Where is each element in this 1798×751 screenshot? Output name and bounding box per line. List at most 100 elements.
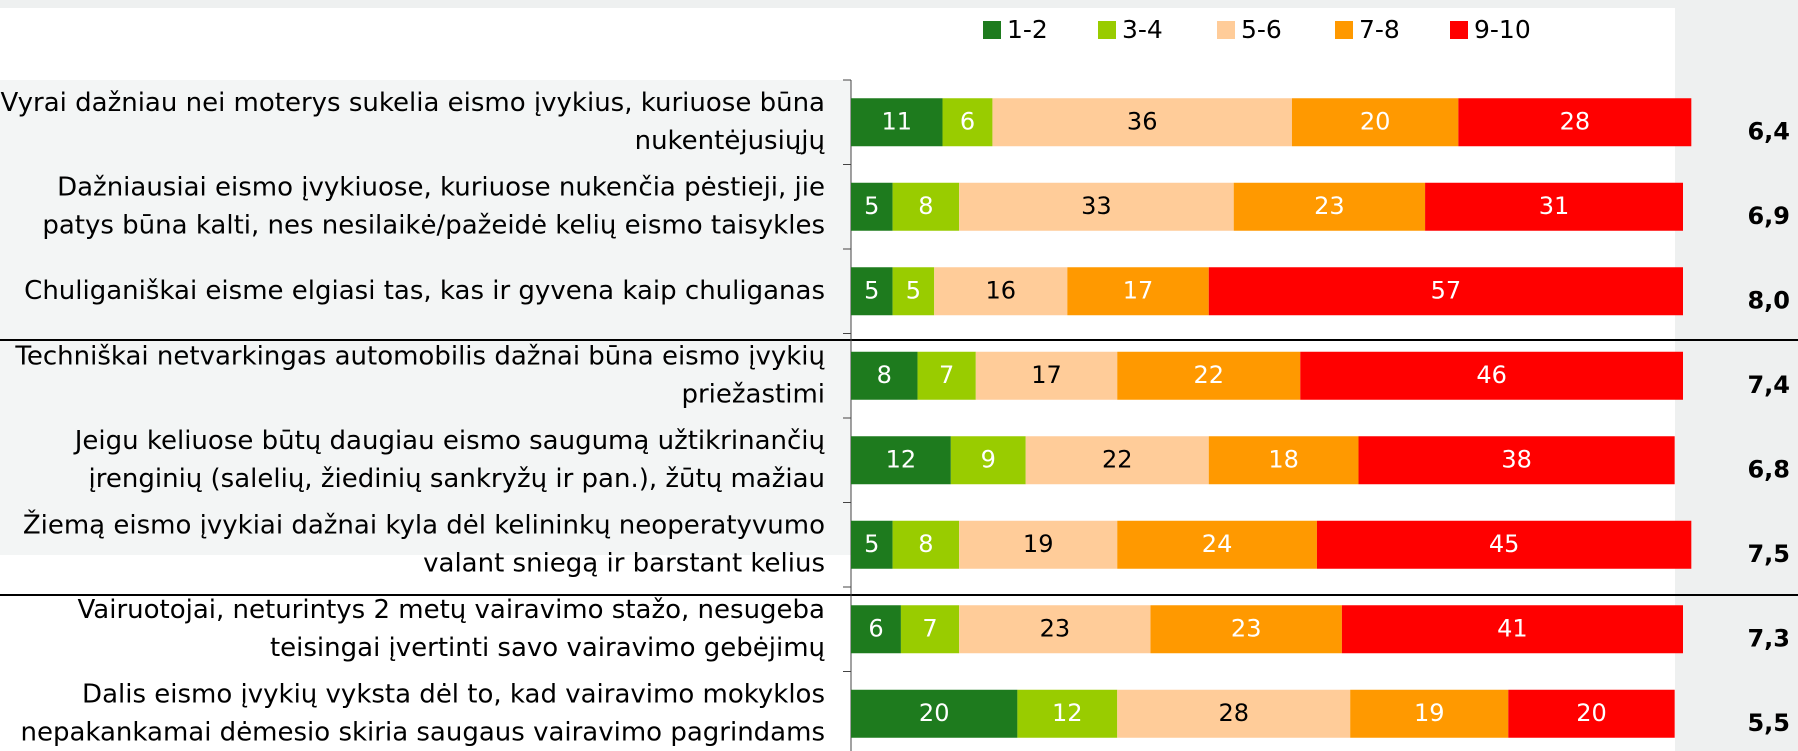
bar-segment — [1425, 182, 1683, 231]
category-label: Vyrai dažniau nei moterys sukelia eismo … — [1, 88, 825, 118]
value-label: 22 — [1193, 361, 1224, 389]
bar-segment — [1117, 689, 1351, 738]
bar-segment — [1117, 520, 1317, 569]
category-label: valant sniegą ir barstant kelius — [423, 548, 825, 578]
bar-segment — [959, 520, 1118, 569]
category-label: nepakankamai dėmesio skiria saugaus vair… — [20, 717, 825, 747]
value-label: 6 — [960, 107, 975, 135]
bar-segment — [851, 267, 893, 316]
bar-segment — [851, 689, 1018, 738]
category-label: Techniškai netvarkingas automobilis dažn… — [14, 341, 825, 371]
value-label: 5 — [864, 192, 879, 220]
value-label: 8 — [918, 530, 933, 558]
backdrop — [1675, 0, 1798, 751]
value-label: 23 — [1040, 614, 1071, 642]
bar-segment — [1350, 689, 1509, 738]
value-label: 17 — [1031, 361, 1062, 389]
value-label: 5 — [864, 530, 879, 558]
value-label: 12 — [1052, 699, 1083, 727]
category-label: Jeigu keliuose būtų daugiau eismo saugum… — [73, 426, 825, 456]
category-label: priežastimi — [681, 379, 825, 409]
value-label: 28 — [1218, 699, 1249, 727]
value-label: 5 — [864, 276, 879, 304]
value-label: 23 — [1314, 192, 1345, 220]
value-label: 41 — [1497, 614, 1528, 642]
score-label: 6,8 — [1747, 455, 1790, 483]
value-label: 22 — [1102, 445, 1133, 473]
value-label: 7 — [939, 361, 954, 389]
category-label: įrenginių (salelių, žiedinių sankryžų ir… — [89, 464, 825, 494]
legend-label: 5-6 — [1241, 15, 1282, 44]
bar-segment — [1508, 689, 1675, 738]
bar-segment — [1025, 436, 1209, 485]
bar-segment — [992, 98, 1292, 147]
value-label: 7 — [922, 614, 937, 642]
legend-swatch — [1098, 21, 1116, 39]
value-label: 6 — [868, 614, 883, 642]
value-label: 33 — [1081, 192, 1112, 220]
bar-segment — [959, 605, 1151, 654]
value-label: 31 — [1539, 192, 1570, 220]
value-label: 20 — [1576, 699, 1607, 727]
backdrop — [0, 80, 851, 555]
value-label: 20 — [919, 699, 950, 727]
legend-label: 3-4 — [1122, 15, 1163, 44]
category-label: Vairuotojai, neturintys 2 metų vairavimo… — [78, 595, 825, 625]
bar-segment — [1117, 351, 1301, 400]
bar-segment — [1208, 436, 1359, 485]
score-label: 7,3 — [1747, 624, 1790, 652]
value-label: 57 — [1431, 276, 1462, 304]
bar-segment — [892, 520, 960, 569]
bar-segment — [892, 267, 935, 316]
bar-segment — [851, 436, 951, 485]
value-label: 9 — [981, 445, 996, 473]
category-label: nukentėjusiųjų — [635, 126, 825, 156]
bar-segment — [934, 267, 1068, 316]
bar-segment — [942, 98, 993, 147]
score-label: 7,5 — [1747, 540, 1790, 568]
bar-segment — [851, 351, 918, 400]
value-label: 45 — [1489, 530, 1520, 558]
bar-segment — [1300, 351, 1683, 400]
category-label: patys būna kalti, nes nesilaikė/pažeidė … — [42, 210, 825, 240]
category-label: teisingai įvertinti savo vairavimo gebėj… — [270, 633, 825, 663]
score-label: 8,0 — [1747, 286, 1790, 314]
bar-segment — [917, 351, 976, 400]
value-label: 28 — [1560, 107, 1591, 135]
bar-segment — [851, 605, 901, 654]
score-label: 6,4 — [1747, 117, 1790, 145]
value-label: 19 — [1414, 699, 1445, 727]
bar-segment — [1341, 605, 1683, 654]
category-label: Dalis eismo įvykių vyksta dėl to, kad va… — [82, 679, 825, 709]
legend-label: 9-10 — [1474, 15, 1531, 44]
category-label: Žiemą eismo įvykiai dažnai kyla dėl keli… — [23, 508, 825, 540]
category-label: Dažniausiai eismo įvykiuose, kuriuose nu… — [57, 172, 825, 202]
legend-swatch — [1335, 21, 1353, 39]
legend-swatch — [1450, 21, 1468, 39]
bar-segment — [1233, 182, 1426, 231]
value-label: 8 — [877, 361, 892, 389]
value-label: 17 — [1123, 276, 1154, 304]
bar-segment — [851, 182, 893, 231]
value-label: 11 — [881, 107, 912, 135]
value-label: 24 — [1202, 530, 1233, 558]
legend-swatch — [983, 21, 1001, 39]
bar-segment — [892, 182, 960, 231]
value-label: 36 — [1127, 107, 1158, 135]
score-label: 7,4 — [1747, 371, 1790, 399]
value-label: 18 — [1268, 445, 1299, 473]
bar-segment — [1208, 267, 1683, 316]
bar-segment — [1291, 98, 1459, 147]
bar-segment — [851, 520, 893, 569]
bar-segment — [1150, 605, 1342, 654]
legend-label: 1-2 — [1007, 15, 1048, 44]
value-label: 38 — [1501, 445, 1532, 473]
bar-segment — [1316, 520, 1692, 569]
value-label: 12 — [886, 445, 917, 473]
value-label: 19 — [1023, 530, 1054, 558]
bar-segment — [950, 436, 1026, 485]
bar-segment — [1358, 436, 1675, 485]
legend-swatch — [1217, 21, 1235, 39]
